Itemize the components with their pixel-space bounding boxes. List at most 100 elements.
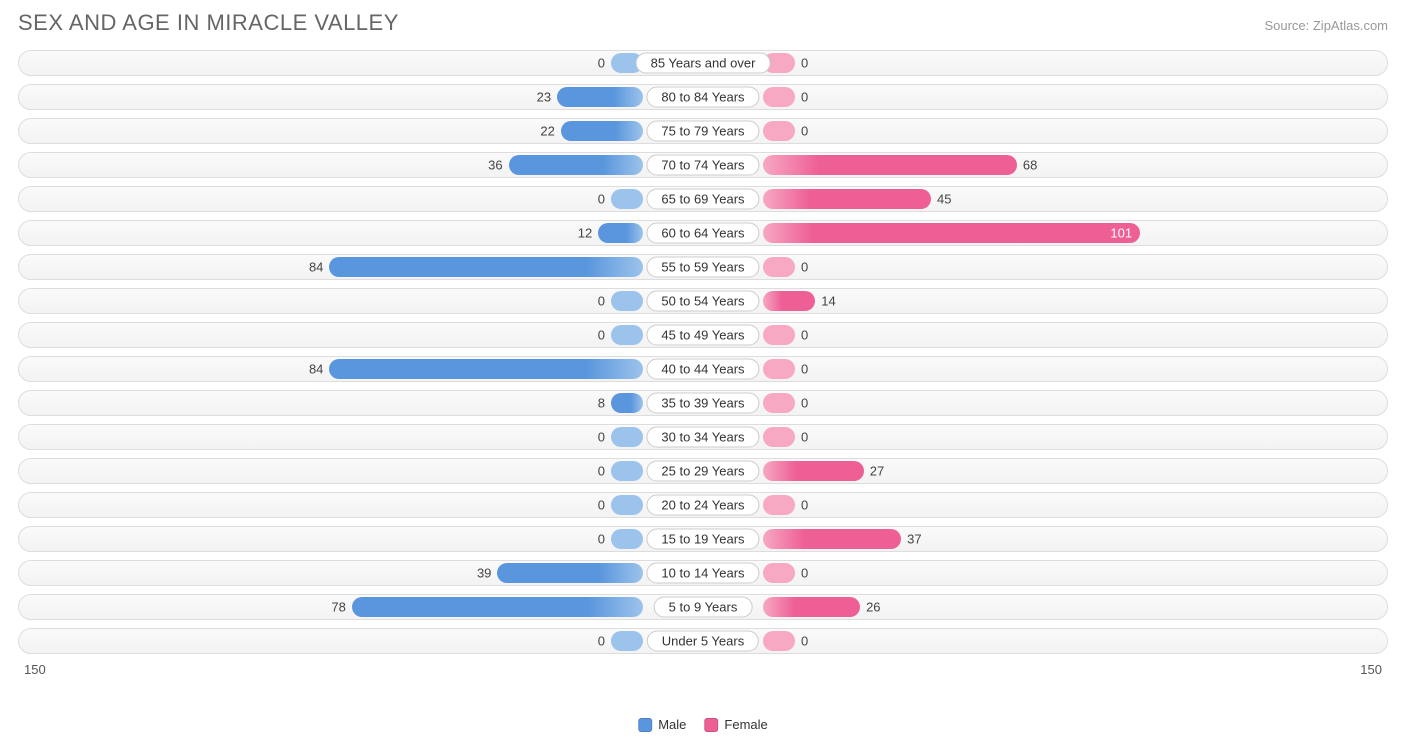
male-bar: 36 [509, 155, 643, 175]
female-value: 0 [801, 328, 808, 343]
male-bar: 84 [329, 257, 643, 277]
age-group-label: 85 Years and over [636, 53, 771, 74]
male-value: 0 [598, 430, 605, 445]
female-bar: 0 [763, 359, 795, 379]
male-value: 12 [578, 226, 592, 241]
male-bar: 23 [557, 87, 643, 107]
male-swatch-icon [638, 718, 652, 732]
male-value: 36 [488, 158, 502, 173]
male-value: 0 [598, 634, 605, 649]
male-value: 39 [477, 566, 491, 581]
female-bar: 37 [763, 529, 901, 549]
age-row: Under 5 Years00 [18, 628, 1388, 654]
male-value: 84 [309, 260, 323, 275]
female-value: 45 [937, 192, 951, 207]
legend-male-label: Male [658, 717, 686, 732]
age-group-label: 20 to 24 Years [646, 495, 759, 516]
female-bar: 45 [763, 189, 931, 209]
male-bar: 0 [611, 291, 643, 311]
age-row: 30 to 34 Years00 [18, 424, 1388, 450]
male-bar: 0 [611, 461, 643, 481]
chart-title: SEX AND AGE IN MIRACLE VALLEY [18, 10, 399, 36]
age-row: 45 to 49 Years00 [18, 322, 1388, 348]
female-bar: 0 [763, 563, 795, 583]
female-bar: 0 [763, 87, 795, 107]
axis-left-max: 150 [24, 662, 46, 677]
female-bar: 0 [763, 427, 795, 447]
legend-female: Female [704, 717, 767, 732]
age-group-label: Under 5 Years [647, 631, 759, 652]
age-row: 40 to 44 Years840 [18, 356, 1388, 382]
age-group-label: 35 to 39 Years [646, 393, 759, 414]
population-pyramid-chart: 85 Years and over0080 to 84 Years23075 t… [18, 50, 1388, 654]
age-group-label: 15 to 19 Years [646, 529, 759, 550]
female-bar: 0 [763, 257, 795, 277]
male-value: 0 [598, 532, 605, 547]
age-row: 70 to 74 Years3668 [18, 152, 1388, 178]
age-row: 85 Years and over 0 0 [18, 50, 1388, 76]
age-group-label: 40 to 44 Years [646, 359, 759, 380]
age-row: 15 to 19 Years037 [18, 526, 1388, 552]
age-row: 50 to 54 Years014 [18, 288, 1388, 314]
male-bar: 0 [611, 427, 643, 447]
age-row: 25 to 29 Years027 [18, 458, 1388, 484]
female-bar: 0 [763, 631, 795, 651]
male-value: 0 [598, 56, 605, 71]
legend-male: Male [638, 717, 686, 732]
male-bar: 0 [611, 495, 643, 515]
female-value: 37 [907, 532, 921, 547]
age-group-label: 50 to 54 Years [646, 291, 759, 312]
male-value: 84 [309, 362, 323, 377]
male-bar: 84 [329, 359, 643, 379]
male-value: 22 [540, 124, 554, 139]
female-value: 0 [801, 362, 808, 377]
age-group-label: 5 to 9 Years [654, 597, 753, 618]
female-value: 0 [801, 90, 808, 105]
female-value: 14 [821, 294, 835, 309]
age-group-label: 45 to 49 Years [646, 325, 759, 346]
female-value: 0 [801, 56, 808, 71]
female-value: 0 [801, 260, 808, 275]
age-row: 65 to 69 Years045 [18, 186, 1388, 212]
female-value: 0 [801, 430, 808, 445]
female-bar: 26 [763, 597, 860, 617]
female-bar: 14 [763, 291, 815, 311]
age-row: 55 to 59 Years840 [18, 254, 1388, 280]
age-group-label: 60 to 64 Years [646, 223, 759, 244]
axis-right-max: 150 [1360, 662, 1382, 677]
male-bar: 39 [497, 563, 643, 583]
age-row: 35 to 39 Years 8 0 [18, 390, 1388, 416]
age-group-label: 30 to 34 Years [646, 427, 759, 448]
age-group-label: 65 to 69 Years [646, 189, 759, 210]
male-value: 8 [598, 396, 605, 411]
female-swatch-icon [704, 718, 718, 732]
female-value: 0 [801, 124, 808, 139]
male-value: 78 [331, 600, 345, 615]
age-row: 80 to 84 Years23 0 [18, 84, 1388, 110]
chart-legend: Male Female [638, 717, 768, 732]
age-group-label: 25 to 29 Years [646, 461, 759, 482]
age-group-label: 80 to 84 Years [646, 87, 759, 108]
legend-female-label: Female [724, 717, 767, 732]
age-group-label: 70 to 74 Years [646, 155, 759, 176]
female-value: 0 [801, 566, 808, 581]
male-bar: 22 [561, 121, 643, 141]
female-value: 0 [801, 396, 808, 411]
age-row: 75 to 79 Years220 [18, 118, 1388, 144]
female-bar: 101 [763, 223, 1140, 243]
male-value: 0 [598, 498, 605, 513]
chart-header: SEX AND AGE IN MIRACLE VALLEY Source: Zi… [18, 10, 1388, 36]
age-row: 20 to 24 Years00 [18, 492, 1388, 518]
male-value: 0 [598, 192, 605, 207]
female-value: 68 [1023, 158, 1037, 173]
male-value: 0 [598, 294, 605, 309]
female-bar: 0 [763, 495, 795, 515]
female-value: 26 [866, 600, 880, 615]
female-bar: 27 [763, 461, 864, 481]
male-bar: 0 [611, 189, 643, 209]
male-value: 0 [598, 464, 605, 479]
male-bar: 0 [611, 529, 643, 549]
female-value: 27 [870, 464, 884, 479]
female-bar: 0 [763, 393, 795, 413]
male-bar: 0 [611, 325, 643, 345]
